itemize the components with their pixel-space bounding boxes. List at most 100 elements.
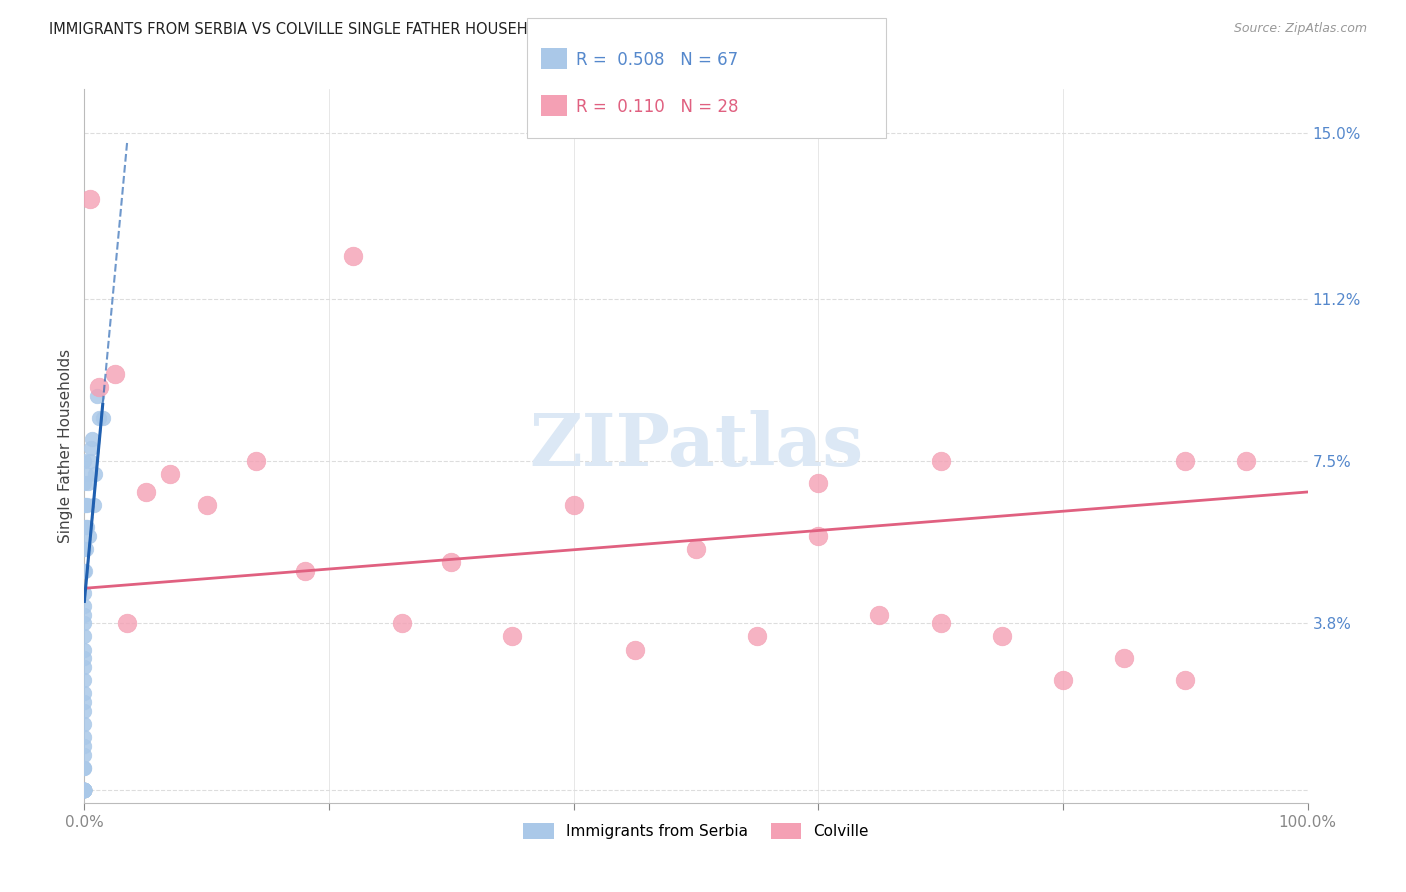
Point (86, 389, 108, 403)
Point (869, 607, 891, 622)
Point (195, 498, 218, 512)
Point (807, 529, 830, 543)
Point (294, 564, 316, 578)
Point (245, 454, 267, 468)
Point (73, 739, 96, 753)
Point (73, 520, 96, 534)
Point (76, 498, 98, 512)
Point (73, 782, 96, 797)
Point (75, 520, 97, 534)
Point (73, 782, 96, 797)
Point (73, 717, 96, 731)
Point (87, 380, 110, 394)
Point (929, 454, 952, 468)
Point (73, 730, 96, 744)
Point (747, 629, 769, 643)
Point (73, 782, 96, 797)
Point (1052, 673, 1074, 688)
Point (73, 607, 96, 622)
Point (502, 629, 524, 643)
Point (115, 616, 138, 631)
Text: Source: ZipAtlas.com: Source: ZipAtlas.com (1233, 22, 1367, 36)
Text: R =  0.508   N = 67: R = 0.508 N = 67 (576, 51, 738, 69)
Point (73, 782, 96, 797)
Point (73, 782, 96, 797)
Point (929, 616, 952, 631)
Point (76, 520, 98, 534)
Point (73, 782, 96, 797)
Point (73, 782, 96, 797)
Point (73, 782, 96, 797)
Point (84, 467, 107, 482)
Text: R =  0.110   N = 28: R = 0.110 N = 28 (576, 98, 740, 116)
Point (73, 695, 96, 709)
Point (624, 642, 647, 657)
Point (73, 782, 96, 797)
Point (82, 433, 104, 447)
Point (73, 599, 96, 613)
Point (73, 541, 96, 556)
Point (342, 249, 364, 263)
Point (73, 660, 96, 674)
Point (73, 782, 96, 797)
Point (83, 498, 105, 512)
Point (73, 782, 96, 797)
Point (73, 747, 96, 762)
Y-axis label: Single Father Households: Single Father Households (58, 349, 73, 543)
Text: IMMIGRANTS FROM SERBIA VS COLVILLE SINGLE FATHER HOUSEHOLDS CORRELATION CHART: IMMIGRANTS FROM SERBIA VS COLVILLE SINGL… (49, 22, 731, 37)
Point (79, 454, 101, 468)
Point (80, 441, 103, 455)
Point (91, 410, 114, 425)
Point (73, 616, 96, 631)
Point (75, 467, 97, 482)
Point (73, 761, 96, 775)
Point (991, 629, 1014, 643)
Point (75, 541, 97, 556)
Point (76, 476, 98, 491)
Point (1236, 454, 1258, 468)
Text: ZIPatlas: ZIPatlas (529, 410, 863, 482)
Point (104, 367, 127, 381)
Point (73, 782, 96, 797)
Point (73, 782, 96, 797)
Point (73, 564, 96, 578)
Point (135, 485, 157, 500)
Point (73, 642, 96, 657)
Point (807, 476, 830, 491)
Point (79, 192, 101, 206)
Point (73, 629, 96, 643)
Point (1174, 454, 1197, 468)
Point (391, 616, 413, 631)
Point (1114, 651, 1136, 665)
Legend: Immigrants from Serbia, Colville: Immigrants from Serbia, Colville (517, 817, 875, 845)
Point (73, 782, 96, 797)
Point (73, 782, 96, 797)
Point (73, 782, 96, 797)
Point (73, 782, 96, 797)
Point (73, 782, 96, 797)
Point (159, 467, 181, 482)
Point (73, 782, 96, 797)
Point (73, 498, 96, 512)
Point (75, 498, 97, 512)
Point (73, 651, 96, 665)
Point (73, 454, 96, 468)
Point (73, 585, 96, 599)
Point (440, 555, 463, 569)
Point (73, 686, 96, 700)
Point (87, 410, 110, 425)
Point (1174, 673, 1197, 688)
Point (73, 782, 96, 797)
Point (73, 761, 96, 775)
Point (562, 498, 585, 512)
Point (73, 782, 96, 797)
Point (73, 673, 96, 688)
Point (73, 782, 96, 797)
Point (73, 782, 96, 797)
Point (73, 564, 96, 578)
Point (73, 476, 96, 491)
Point (77, 529, 100, 543)
Point (685, 541, 707, 556)
Point (73, 704, 96, 718)
Point (73, 782, 96, 797)
